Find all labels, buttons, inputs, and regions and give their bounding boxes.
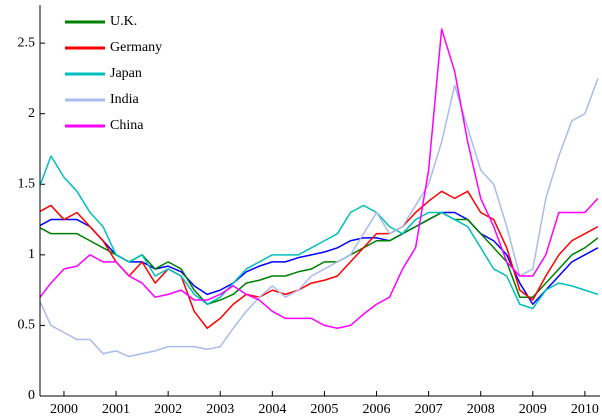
x-tick-label: 2010 [571,402,599,417]
x-tick-label: 2003 [206,402,234,417]
x-tick-label: 2001 [102,402,130,417]
legend-label: China [110,118,144,133]
legend-label: U.K. [110,14,137,29]
legend-label: India [110,92,140,107]
legend-label: Germany [110,40,162,55]
y-tick-label: 2.5 [18,35,36,50]
y-tick-label: 1.5 [18,176,36,191]
x-tick-label: 2004 [258,402,286,417]
series-line [40,78,599,358]
x-tick-label: 2007 [415,402,443,417]
x-tick-label: 2005 [310,402,338,417]
x-tick-label: 2002 [154,402,182,417]
y-tick-label: 0.5 [18,318,36,333]
series-line [40,28,599,329]
x-tick-label: 2008 [467,402,495,417]
y-tick-label: 2 [28,106,35,121]
series-line [40,190,599,329]
x-tick-label: 2000 [50,402,78,417]
x-tick-label: 2006 [363,402,391,417]
y-tick-label: 1 [28,247,35,262]
y-tick-label: 0 [28,388,35,403]
series-line [40,155,599,310]
series-line [40,211,599,305]
x-tick-label: 2009 [519,402,547,417]
legend-label: Japan [110,66,142,81]
